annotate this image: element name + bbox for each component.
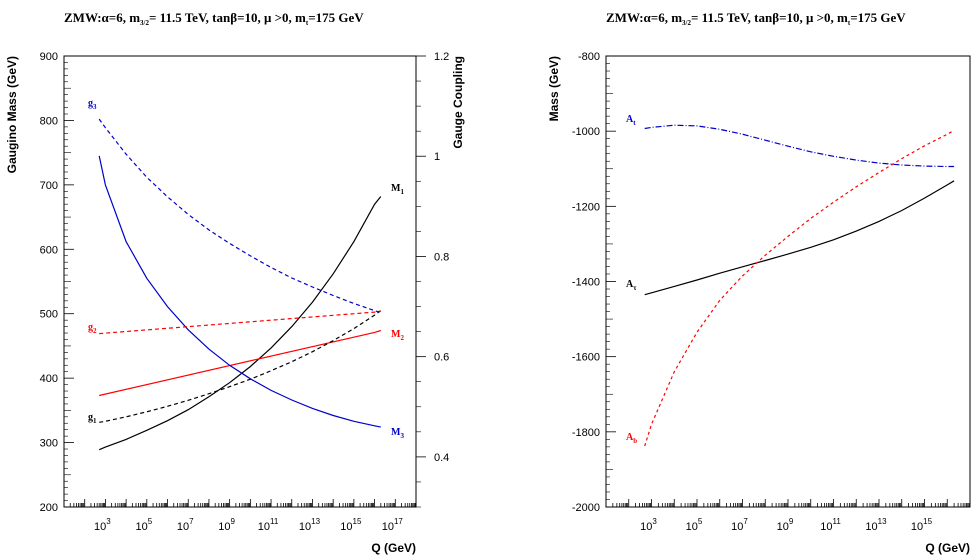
right-y-ticks: -2000 -1800 -1600 -1400 -1200 -1000 -800: [572, 51, 616, 514]
y-tick-label: 200: [40, 502, 58, 514]
y-tick-label: -1400: [572, 277, 600, 289]
y-tick-label: -1800: [572, 427, 600, 439]
y-tick-label: -1000: [572, 126, 600, 138]
y-tick-label: 500: [40, 309, 58, 321]
y-tick-label: 700: [40, 180, 58, 192]
x-tick-label: 109: [777, 517, 794, 533]
x-tick-label: 107: [177, 517, 194, 533]
x-tick-label: 107: [731, 517, 748, 533]
series-line-aτ: [644, 180, 955, 296]
series-line-g1: [99, 310, 382, 423]
x-tick-label: 109: [218, 517, 235, 533]
series-line-ab: [644, 129, 955, 447]
x-tick-label: 103: [640, 517, 657, 533]
series-line-m1: [98, 196, 382, 451]
y-right-tick-label: 0.8: [434, 251, 449, 263]
right-x-ticks: 103 105 107 109 1011 1013 1015: [605, 499, 970, 533]
y-tick-label: -800: [578, 51, 600, 63]
y-tick-label: 900: [40, 51, 58, 63]
x-tick-label: 105: [135, 517, 152, 533]
series-label-g2: g2: [88, 322, 97, 335]
x-tick-label: 1013: [865, 517, 887, 533]
left-y-axis-label: Gaugino Mass (GeV): [5, 56, 19, 173]
x-tick-label: 1011: [258, 517, 279, 533]
right-series: At Aτ Ab: [626, 114, 955, 447]
series-label-ab: Ab: [626, 432, 637, 445]
series-line-g3: [98, 118, 381, 314]
x-tick-label: 1015: [340, 517, 362, 533]
y-tick-label: 600: [40, 244, 58, 256]
y-right-tick-label: 0.4: [434, 452, 449, 464]
y-tick-label: -1600: [572, 352, 600, 364]
y-tick-label: 800: [40, 115, 58, 127]
series-label-m1: M1: [391, 183, 404, 196]
left-y-ticks-right: 0.4 0.6 0.8 1 1.2: [416, 51, 449, 508]
series-label-g1: g1: [88, 412, 97, 425]
x-tick-label: 1017: [382, 517, 404, 533]
x-tick-label: 1013: [299, 517, 321, 533]
series-label-g3: g3: [88, 98, 97, 111]
series-label-aτ: Aτ: [626, 279, 637, 292]
left-chart-title: ZMW:α=6, m3/2= 11.5 TeV, tanβ=10, μ >0, …: [64, 10, 364, 27]
left-x-axis-label: Q (GeV): [371, 541, 416, 555]
left-series: M1 M2 M3 g1 g2 g3: [88, 98, 404, 451]
series-line-m2: [99, 329, 381, 397]
left-x-ticks: 103 105 107 109 1011 1013 1015 1017: [63, 499, 416, 533]
y-right-tick-label: 1.2: [434, 51, 449, 63]
chart-right: ZMW:α=6, m3/2= 11.5 TeV, tanβ=10, μ >0, …: [547, 10, 971, 555]
y-right-tick-label: 1: [434, 151, 440, 163]
y-tick-label: -1200: [572, 201, 600, 213]
y-tick-label: 400: [40, 373, 58, 385]
right-y-axis-label: Mass (GeV): [547, 56, 561, 121]
left-plot-frame: [63, 55, 417, 508]
y-tick-label: -2000: [572, 502, 600, 514]
right-plot-frame: [605, 55, 971, 508]
right-chart-title: ZMW:α=6, m3/2= 11.5 TeV, tanβ=10, μ >0, …: [606, 10, 906, 27]
chart-left: ZMW:α=6, m3/2= 11.5 TeV, tanβ=10, μ >0, …: [5, 10, 465, 555]
x-tick-label: 105: [686, 517, 703, 533]
x-tick-label: 1011: [820, 517, 841, 533]
left-y-axis-label-right: Gauge Coupling: [451, 56, 465, 149]
series-label-m2: M2: [391, 329, 404, 342]
series-line-at: [644, 124, 955, 168]
series-label-m3: M3: [391, 427, 404, 440]
y-right-tick-label: 0.6: [434, 352, 449, 364]
y-tick-label: 300: [40, 438, 58, 450]
series-line-g2: [99, 310, 381, 335]
left-y-ticks: 200 300 400 500 600 700 800 900: [40, 51, 74, 514]
x-tick-label: 103: [94, 517, 111, 533]
right-x-axis-label: Q (GeV): [925, 541, 970, 555]
series-label-at: At: [626, 114, 636, 127]
x-tick-label: 1015: [911, 517, 933, 533]
series-line-m3: [98, 155, 381, 428]
